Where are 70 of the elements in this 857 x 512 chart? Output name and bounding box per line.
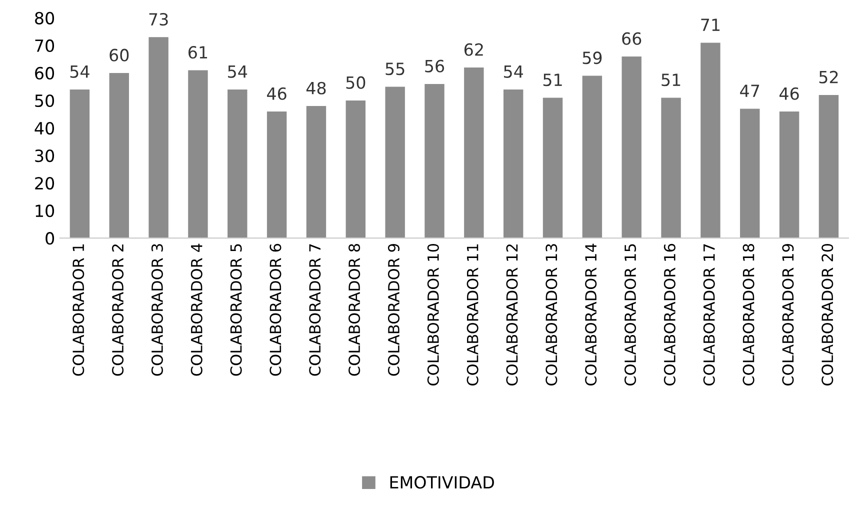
data-label: 48	[306, 82, 326, 94]
bar	[148, 37, 168, 238]
x-tick-label: COLABORADOR 2	[112, 244, 124, 376]
x-tick-label: COLABORADOR 19	[782, 244, 794, 386]
bar	[700, 42, 720, 238]
bar	[622, 56, 642, 238]
y-tick-label: 30	[35, 149, 54, 162]
x-tick-label: COLABORADOR 12	[506, 244, 518, 386]
bar	[503, 89, 524, 238]
bar	[740, 108, 760, 238]
y-tick-label: 0	[46, 232, 54, 245]
bar	[779, 111, 800, 238]
y-tick-label: 60	[35, 66, 54, 80]
data-label: 54	[70, 66, 90, 78]
y-tick-label: 70	[35, 39, 54, 52]
x-tick-label: COLABORADOR 11	[466, 244, 478, 386]
data-label: 50	[346, 76, 366, 89]
x-tick-label: COLABORADOR 15	[624, 244, 636, 386]
x-tick-label: COLABORADOR 13	[546, 244, 558, 386]
data-label: 52	[819, 70, 838, 84]
x-tick-label: COLABORADOR 20	[822, 244, 834, 386]
x-tick-label: COLABORADOR 17	[703, 244, 715, 386]
data-label: 51	[662, 74, 680, 86]
bar	[661, 98, 681, 238]
x-tick-label: COLABORADOR 16	[664, 244, 676, 386]
bar	[70, 89, 90, 238]
bar	[188, 70, 208, 238]
data-label: 47	[740, 84, 760, 97]
y-tick-label: 80	[35, 12, 54, 24]
data-label: 61	[188, 46, 208, 59]
x-tick-label: COLABORADOR 3	[151, 244, 163, 376]
data-label: 71	[701, 18, 720, 31]
x-tick-label: COLABORADOR 14	[585, 244, 597, 386]
bar	[266, 111, 287, 238]
y-tick-label: 40	[34, 122, 54, 135]
y-tick-label: 50	[35, 94, 54, 108]
bar	[542, 98, 563, 238]
bar	[818, 94, 839, 238]
bar	[109, 72, 129, 238]
data-label: 46	[780, 87, 799, 100]
data-label: 54	[504, 66, 524, 78]
x-tick-label: COLABORADOR 7	[309, 244, 321, 376]
data-label: 62	[464, 43, 483, 56]
bar	[385, 86, 405, 238]
data-label: 66	[622, 32, 642, 45]
x-tick-label: COLABORADOR 4	[190, 244, 202, 376]
bar	[228, 89, 248, 238]
bar	[582, 76, 602, 238]
bar	[346, 100, 366, 238]
bar	[424, 84, 444, 238]
x-tick-label: COLABORADOR 9	[388, 244, 400, 376]
y-tick-label: 20	[35, 177, 54, 190]
data-label: 73	[149, 13, 168, 26]
data-label: 56	[425, 60, 444, 72]
x-tick-label: COLABORADOR 8	[348, 244, 360, 376]
x-tick-label: COLABORADOR 1	[72, 244, 84, 376]
data-label: 51	[543, 74, 562, 86]
data-label: 60	[110, 48, 129, 62]
data-label: 54	[228, 66, 248, 78]
data-label: 55	[386, 62, 404, 76]
x-tick-label: COLABORADOR 5	[230, 244, 242, 376]
bar	[464, 67, 484, 238]
data-label: 59	[582, 52, 602, 64]
y-tick-label: 10	[36, 204, 54, 218]
x-tick-label: COLABORADOR 6	[270, 244, 282, 376]
bar	[306, 106, 326, 238]
x-tick-label: COLABORADOR 18	[742, 244, 754, 386]
data-label: 46	[267, 87, 286, 100]
legend-label: EMOTIVIDAD	[390, 476, 494, 489]
x-tick-label: COLABORADOR 10	[427, 244, 439, 386]
